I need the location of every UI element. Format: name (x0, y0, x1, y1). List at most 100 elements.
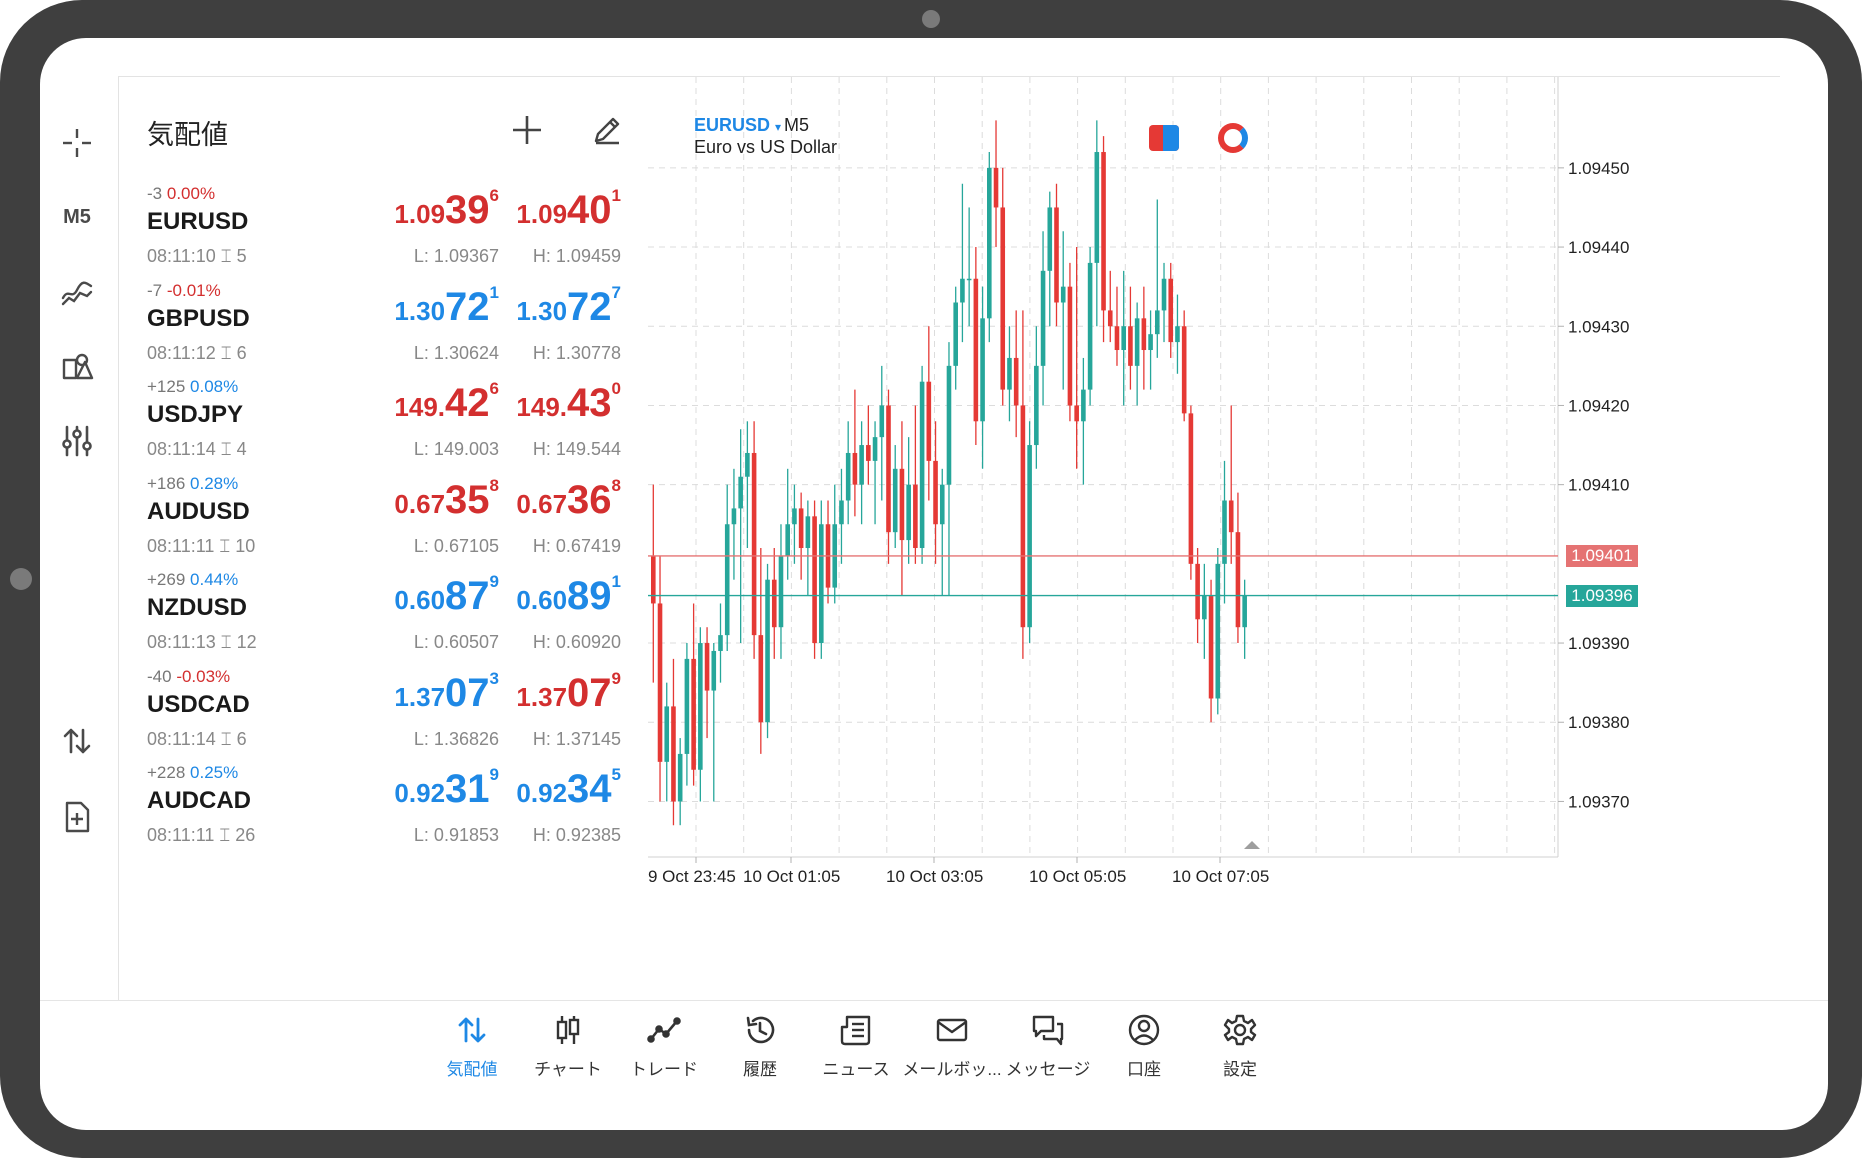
ask-price-tag: 1.09401 (1566, 544, 1638, 567)
quote-symbol: NZDUSD (147, 594, 247, 621)
quote-change: -40 -0.03% (147, 666, 231, 686)
plus-icon (513, 116, 541, 144)
candle-body (1013, 357, 1019, 406)
settings-sliders-icon[interactable] (54, 418, 100, 464)
quote-low: L: 1.36826 (413, 728, 499, 749)
candlestick-chart[interactable]: 1.09450 1.09440 1.09430 1.09420 1.09410 1.093… (648, 77, 1780, 1001)
quote-spread: 12 (236, 632, 257, 652)
quote-row-nzdusd[interactable]: +269 0.44% NZDUSD 08:11:13 ⌶ 12 0.60879 0.60… (119, 558, 649, 672)
crosshair-icon[interactable] (54, 120, 100, 166)
nav-news[interactable]: ニュース (801, 1013, 911, 1093)
nav-messages[interactable]: メッセージ (993, 1013, 1103, 1093)
quote-symbol: GBPUSD (147, 304, 250, 332)
quote-time: 08:11:11 ⌶ 26 (147, 825, 256, 845)
candle-body (913, 484, 918, 549)
quote-symbol: AUDCAD (147, 787, 251, 814)
ask-price[interactable]: 1.37079 (516, 668, 621, 715)
quote-time: 08:11:14 ⌶ 4 (147, 439, 247, 459)
timeframe-button[interactable]: M5 (63, 205, 91, 228)
quote-row-eurusd[interactable]: -3 0.00% EURUSD 08:11:10 ⌶ 5 1.09396 1.09401… (119, 172, 649, 286)
objects-icon[interactable] (54, 344, 100, 390)
quote-change: +228 0.25% (147, 763, 239, 782)
quote-row-audusd[interactable]: +186 0.28% AUDUSD 08:11:11 ⌶ 10 0.67358 0.67… (119, 462, 649, 576)
candle-body (1081, 389, 1086, 422)
nav-trade[interactable]: トレード (609, 1013, 719, 1093)
candle-body (765, 579, 770, 723)
nav-mailbox[interactable]: メールボッ... (897, 1013, 1007, 1093)
spread-icon: ⌶ (220, 632, 232, 652)
bid-price[interactable]: 0.92319 (394, 765, 499, 811)
quote-low: L: 0.67105 (413, 535, 499, 556)
candle-body (805, 516, 811, 549)
chart-symbol[interactable]: EURUSD ▾ (694, 115, 782, 135)
y-tick-label: 1.09440 (1568, 238, 1629, 257)
quote-symbol: EURUSD (147, 208, 249, 235)
candle-body (785, 524, 790, 556)
bid-price[interactable]: 0.60879 (394, 572, 499, 618)
nav-quotes[interactable]: 気配値 (417, 1013, 527, 1093)
quote-row-audcad[interactable]: +228 0.25% AUDCAD 08:11:11 ⌶ 26 0.92319 0.92… (119, 751, 649, 865)
gear-icon (1223, 1014, 1257, 1046)
candle-body (1134, 318, 1140, 366)
bid-price[interactable]: 1.30721 (394, 282, 499, 329)
y-tick-label: 1.09370 (1568, 792, 1629, 811)
quote-spread: 4 (236, 439, 247, 459)
quote-change-percent: -0.01% (166, 280, 221, 300)
candle-body (939, 484, 945, 525)
price-chart[interactable]: 1.09450 1.09440 1.09430 1.09420 1.09410 1.093… (648, 76, 1780, 1001)
y-tick-label: 1.09420 (1568, 396, 1629, 415)
one-click-trading-icon[interactable] (1149, 125, 1179, 151)
candle-body (724, 524, 730, 636)
ask-price[interactable]: 149.430 (516, 379, 621, 425)
bid-price[interactable]: 1.37073 (394, 668, 499, 715)
nav-chart[interactable]: チャート (513, 1013, 623, 1093)
quote-change-percent: 0.08% (190, 377, 239, 396)
x-tick-label: 10 Oct 03:05 (886, 867, 983, 886)
candle-body (1202, 595, 1207, 620)
mail-icon (936, 1018, 968, 1042)
candle-body (1000, 207, 1006, 390)
ask-price[interactable]: 0.92345 (516, 765, 621, 811)
candle-body (671, 706, 676, 802)
bid-price[interactable]: 0.67358 (394, 475, 499, 522)
indicators-icon[interactable] (54, 268, 100, 314)
quotes-arrows-icon (458, 1017, 486, 1043)
candle-body (771, 579, 777, 628)
trade-levels-icon[interactable] (1218, 123, 1248, 153)
app-screen: M5 (40, 38, 1828, 1130)
candle-body (879, 405, 885, 438)
quote-row-gbpusd[interactable]: -7 -0.01% GBPUSD 08:11:12 ⌶ 6 1.30721 1.3072… (119, 269, 649, 383)
bid-price[interactable]: 149.426 (394, 379, 499, 425)
quote-row-usdcad[interactable]: -40 -0.03% USDCAD 08:11:14 ⌶ 6 1.37073 1.370… (119, 655, 649, 769)
candle-body (819, 524, 824, 644)
sort-arrows-icon[interactable] (54, 718, 100, 764)
ask-price[interactable]: 1.30727 (516, 282, 621, 329)
camera-dot (922, 10, 940, 28)
spread-icon: ⌶ (220, 439, 232, 459)
quote-change: -7 -0.01% (147, 280, 221, 300)
quote-low: L: 0.91853 (413, 825, 499, 845)
quote-change: +186 0.28% (147, 473, 239, 493)
ask-price[interactable]: 0.60891 (516, 572, 621, 618)
x-tick-label: 10 Oct 05:05 (1029, 867, 1126, 886)
ask-price[interactable]: 1.09401 (516, 186, 621, 232)
candle-body (1094, 152, 1100, 263)
candle-body (1215, 563, 1221, 699)
bid-price[interactable]: 1.09396 (394, 186, 499, 232)
candlestick-icon (556, 1016, 580, 1044)
candle-body (1114, 326, 1120, 351)
nav-settings[interactable]: 設定 (1185, 1013, 1295, 1093)
candle-body (973, 278, 979, 422)
nav-account[interactable]: 口座 (1089, 1013, 1199, 1093)
ask-price[interactable]: 0.67368 (516, 475, 621, 522)
y-tick-label: 1.09430 (1568, 317, 1629, 336)
nav-history[interactable]: 履歴 (705, 1013, 815, 1093)
new-document-icon[interactable] (54, 794, 100, 840)
quote-row-usdjpy[interactable]: +125 0.08% USDJPY 08:11:14 ⌶ 4 149.426 149.4… (119, 365, 649, 479)
candle-body (778, 555, 784, 628)
quote-high: H: 149.544 (532, 439, 621, 459)
candle-body (960, 278, 965, 303)
edit-list-button[interactable] (584, 107, 630, 153)
candle-body (1242, 595, 1247, 628)
add-symbol-button[interactable] (504, 107, 550, 153)
